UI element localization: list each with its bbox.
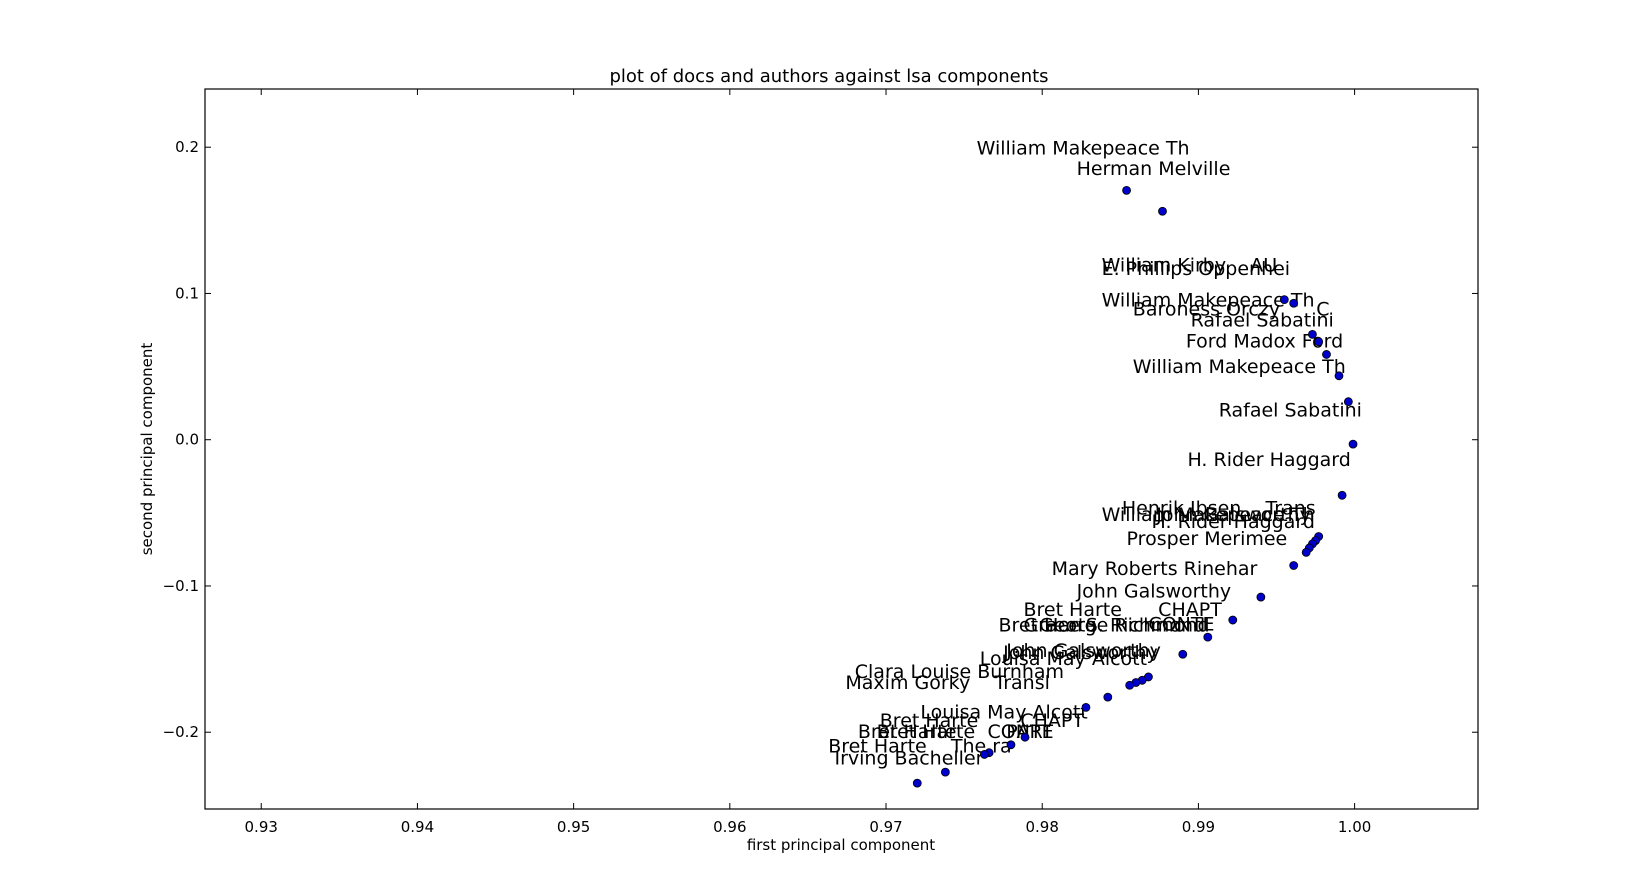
x-tick-label: 0.99	[1182, 818, 1215, 836]
point-label: Grace S. Richmond	[1023, 615, 1205, 637]
point-label: William Makepeace Th	[1133, 356, 1346, 378]
point-label: CONTE	[1148, 614, 1214, 636]
point-label: Mary Roberts Rinehar	[1052, 558, 1258, 580]
point-label: H. Rider Haggard	[1187, 449, 1350, 471]
point-label: Irving Bacheller	[834, 747, 983, 769]
data-point	[1337, 490, 1347, 500]
x-axis-ticks: 0.93 0.94 0.95 0.96 0.97 0.98 0.99 1.00	[245, 89, 1371, 836]
point-label: Louisa May Alcott	[920, 701, 1087, 723]
data-point	[1125, 680, 1135, 690]
point-label: Louisa May Alcott	[980, 648, 1147, 670]
point-label: Herman Melville	[1077, 158, 1231, 180]
data-point	[1256, 592, 1266, 602]
point-label: Bret Harte The ra	[828, 736, 1011, 758]
x-tick-label: 0.96	[713, 818, 746, 836]
point-label: PART	[1006, 721, 1053, 743]
data-point	[980, 750, 989, 759]
point-label: Henrik Ibsen Trans	[1122, 497, 1316, 519]
point-label: Ford Madox Ford	[1186, 331, 1343, 353]
point-label: William Makepeace Th	[1102, 290, 1315, 312]
point-label: Maxim Gorky Transl	[845, 672, 1049, 694]
x-axis-label: first principal component	[747, 836, 935, 854]
point-label: John Galsworthy	[1155, 504, 1311, 526]
y-tick-label: 0.2	[175, 138, 199, 156]
x-tick-label: 0.93	[245, 818, 278, 836]
data-point	[1289, 561, 1299, 570]
x-tick-label: 0.95	[557, 818, 590, 836]
point-label: Bret Harte	[858, 721, 957, 743]
data-point	[1081, 702, 1091, 712]
data-point	[1343, 397, 1353, 407]
point-label: John Galsworthy	[1005, 640, 1161, 662]
data-point	[1322, 350, 1331, 359]
data-point	[1348, 439, 1358, 449]
data-point	[1103, 692, 1113, 702]
point-label: E. Phillips Oppenhei	[1102, 258, 1291, 280]
data-point	[1314, 337, 1324, 347]
data-point	[1334, 371, 1344, 381]
y-axis-ticks: 0.2 0.1 0.0 −0.1 −0.2	[163, 138, 1478, 741]
data-point	[1203, 632, 1213, 642]
x-tick-label: 0.94	[401, 818, 434, 836]
point-label: Bret Harte CHAPT	[1023, 599, 1222, 621]
data-point	[1279, 295, 1289, 305]
x-tick-label: 1.00	[1338, 818, 1371, 836]
point-label: George Richmond	[1039, 615, 1210, 637]
point-label: Prosper Merimee	[1127, 528, 1288, 550]
y-axis-label: second principal component	[138, 343, 156, 556]
plot-frame	[204, 88, 1479, 810]
point-label: Clara Louise Burnham	[855, 661, 1064, 683]
data-point	[1020, 732, 1030, 742]
data-point	[912, 778, 922, 788]
x-tick-label: 0.98	[1026, 818, 1059, 836]
y-tick-label: −0.1	[163, 577, 199, 595]
data-point	[1301, 547, 1311, 557]
point-label: Baroness Orczy C	[1133, 298, 1330, 320]
point-label: William Makepeace Th	[977, 138, 1190, 160]
data-point	[1122, 185, 1131, 195]
point-label: William Makepeace Th	[1102, 504, 1315, 526]
data-point	[1289, 298, 1299, 308]
y-tick-label: −0.2	[163, 723, 199, 741]
chart-title: plot of docs and authors against lsa com…	[609, 66, 1048, 87]
point-label: Rafael Sabatini	[1191, 310, 1334, 332]
data-point	[1158, 206, 1167, 216]
point-label: CHAPT	[1020, 710, 1084, 732]
point-label: CONTE	[988, 721, 1054, 743]
point-label: John Galsworthy	[1076, 581, 1232, 603]
point-label: Bret Harte	[880, 710, 979, 732]
point-label: Bret Harte	[998, 615, 1097, 637]
point-label: William Kirby AU	[1102, 255, 1278, 277]
y-tick-label: 0.1	[175, 284, 199, 302]
data-point	[1178, 649, 1188, 659]
point-label: Rafael Sabatini	[1219, 399, 1362, 421]
data-point	[1228, 615, 1238, 625]
point-label: Bret Harte	[877, 721, 976, 743]
data-points	[912, 185, 1358, 788]
point-label: John Galsworthy	[1002, 642, 1158, 664]
data-point	[940, 767, 950, 777]
data-point	[1006, 740, 1016, 750]
data-point	[1308, 330, 1317, 339]
point-label: H. Rider Haggard	[1152, 511, 1315, 533]
x-tick-label: 0.97	[869, 818, 902, 836]
y-tick-label: 0.0	[175, 431, 199, 449]
